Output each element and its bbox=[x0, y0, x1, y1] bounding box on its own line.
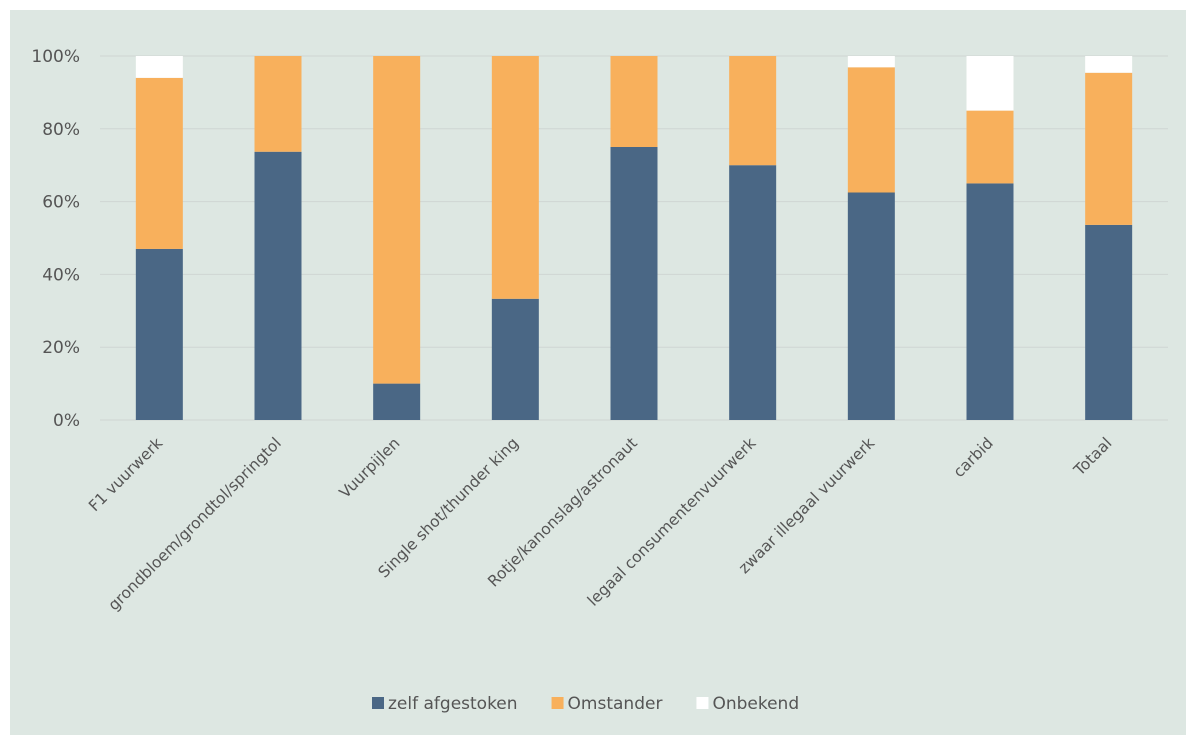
bar-segment bbox=[254, 151, 302, 420]
y-axis: 0% 20% 40% 60% 80% 100% bbox=[31, 47, 80, 431]
y-tick-label: 80% bbox=[42, 120, 80, 140]
bar-segment bbox=[847, 67, 895, 193]
bar-segment bbox=[847, 56, 895, 68]
bar-segment bbox=[1085, 56, 1133, 73]
legend-swatch bbox=[696, 697, 709, 709]
bar-segment bbox=[729, 165, 777, 420]
legend-swatch bbox=[372, 697, 384, 709]
bar-segment bbox=[1085, 224, 1133, 420]
bar-segment bbox=[1085, 72, 1133, 225]
bar-segment bbox=[135, 77, 183, 249]
legend: zelf afgestoken Omstander Onbekend bbox=[372, 694, 799, 714]
legend-label: zelf afgestoken bbox=[388, 694, 518, 714]
bar-segment bbox=[966, 183, 1014, 420]
bar-segment bbox=[254, 56, 302, 152]
y-tick-label: 20% bbox=[42, 338, 80, 358]
y-tick-label: 100% bbox=[31, 47, 80, 67]
x-category-label: zwaar illegaal vuurwerk bbox=[735, 434, 878, 577]
bar-segment bbox=[729, 56, 777, 166]
bar-segment bbox=[610, 147, 658, 420]
bar-segment bbox=[373, 383, 421, 420]
bar-segment bbox=[135, 248, 183, 420]
x-category-label: Single shot/thunder king bbox=[375, 434, 522, 581]
bar-segment bbox=[373, 56, 421, 384]
legend-swatch bbox=[551, 697, 564, 709]
bar-segment bbox=[610, 56, 658, 147]
bar-segment bbox=[847, 192, 895, 420]
y-tick-label: 0% bbox=[53, 411, 80, 431]
bars bbox=[135, 56, 1133, 420]
x-category-label: carbid bbox=[950, 434, 997, 481]
bar-segment bbox=[966, 110, 1014, 184]
x-category-label: F1 vuurwerk bbox=[85, 434, 166, 515]
y-tick-label: 60% bbox=[42, 193, 80, 213]
legend-label: Omstander bbox=[568, 694, 663, 714]
legend-label: Onbekend bbox=[712, 694, 799, 714]
bar-segment bbox=[491, 56, 539, 299]
bar-segment bbox=[966, 56, 1014, 111]
bar-segment bbox=[491, 298, 539, 420]
bar-segment bbox=[135, 56, 183, 78]
x-category-label: Totaal bbox=[1070, 434, 1116, 480]
y-tick-label: 40% bbox=[42, 265, 80, 285]
x-category-label: Vuurpijlen bbox=[336, 434, 404, 502]
x-axis: F1 vuurwerkgrondbloem/grondtol/springtol… bbox=[85, 434, 1115, 614]
